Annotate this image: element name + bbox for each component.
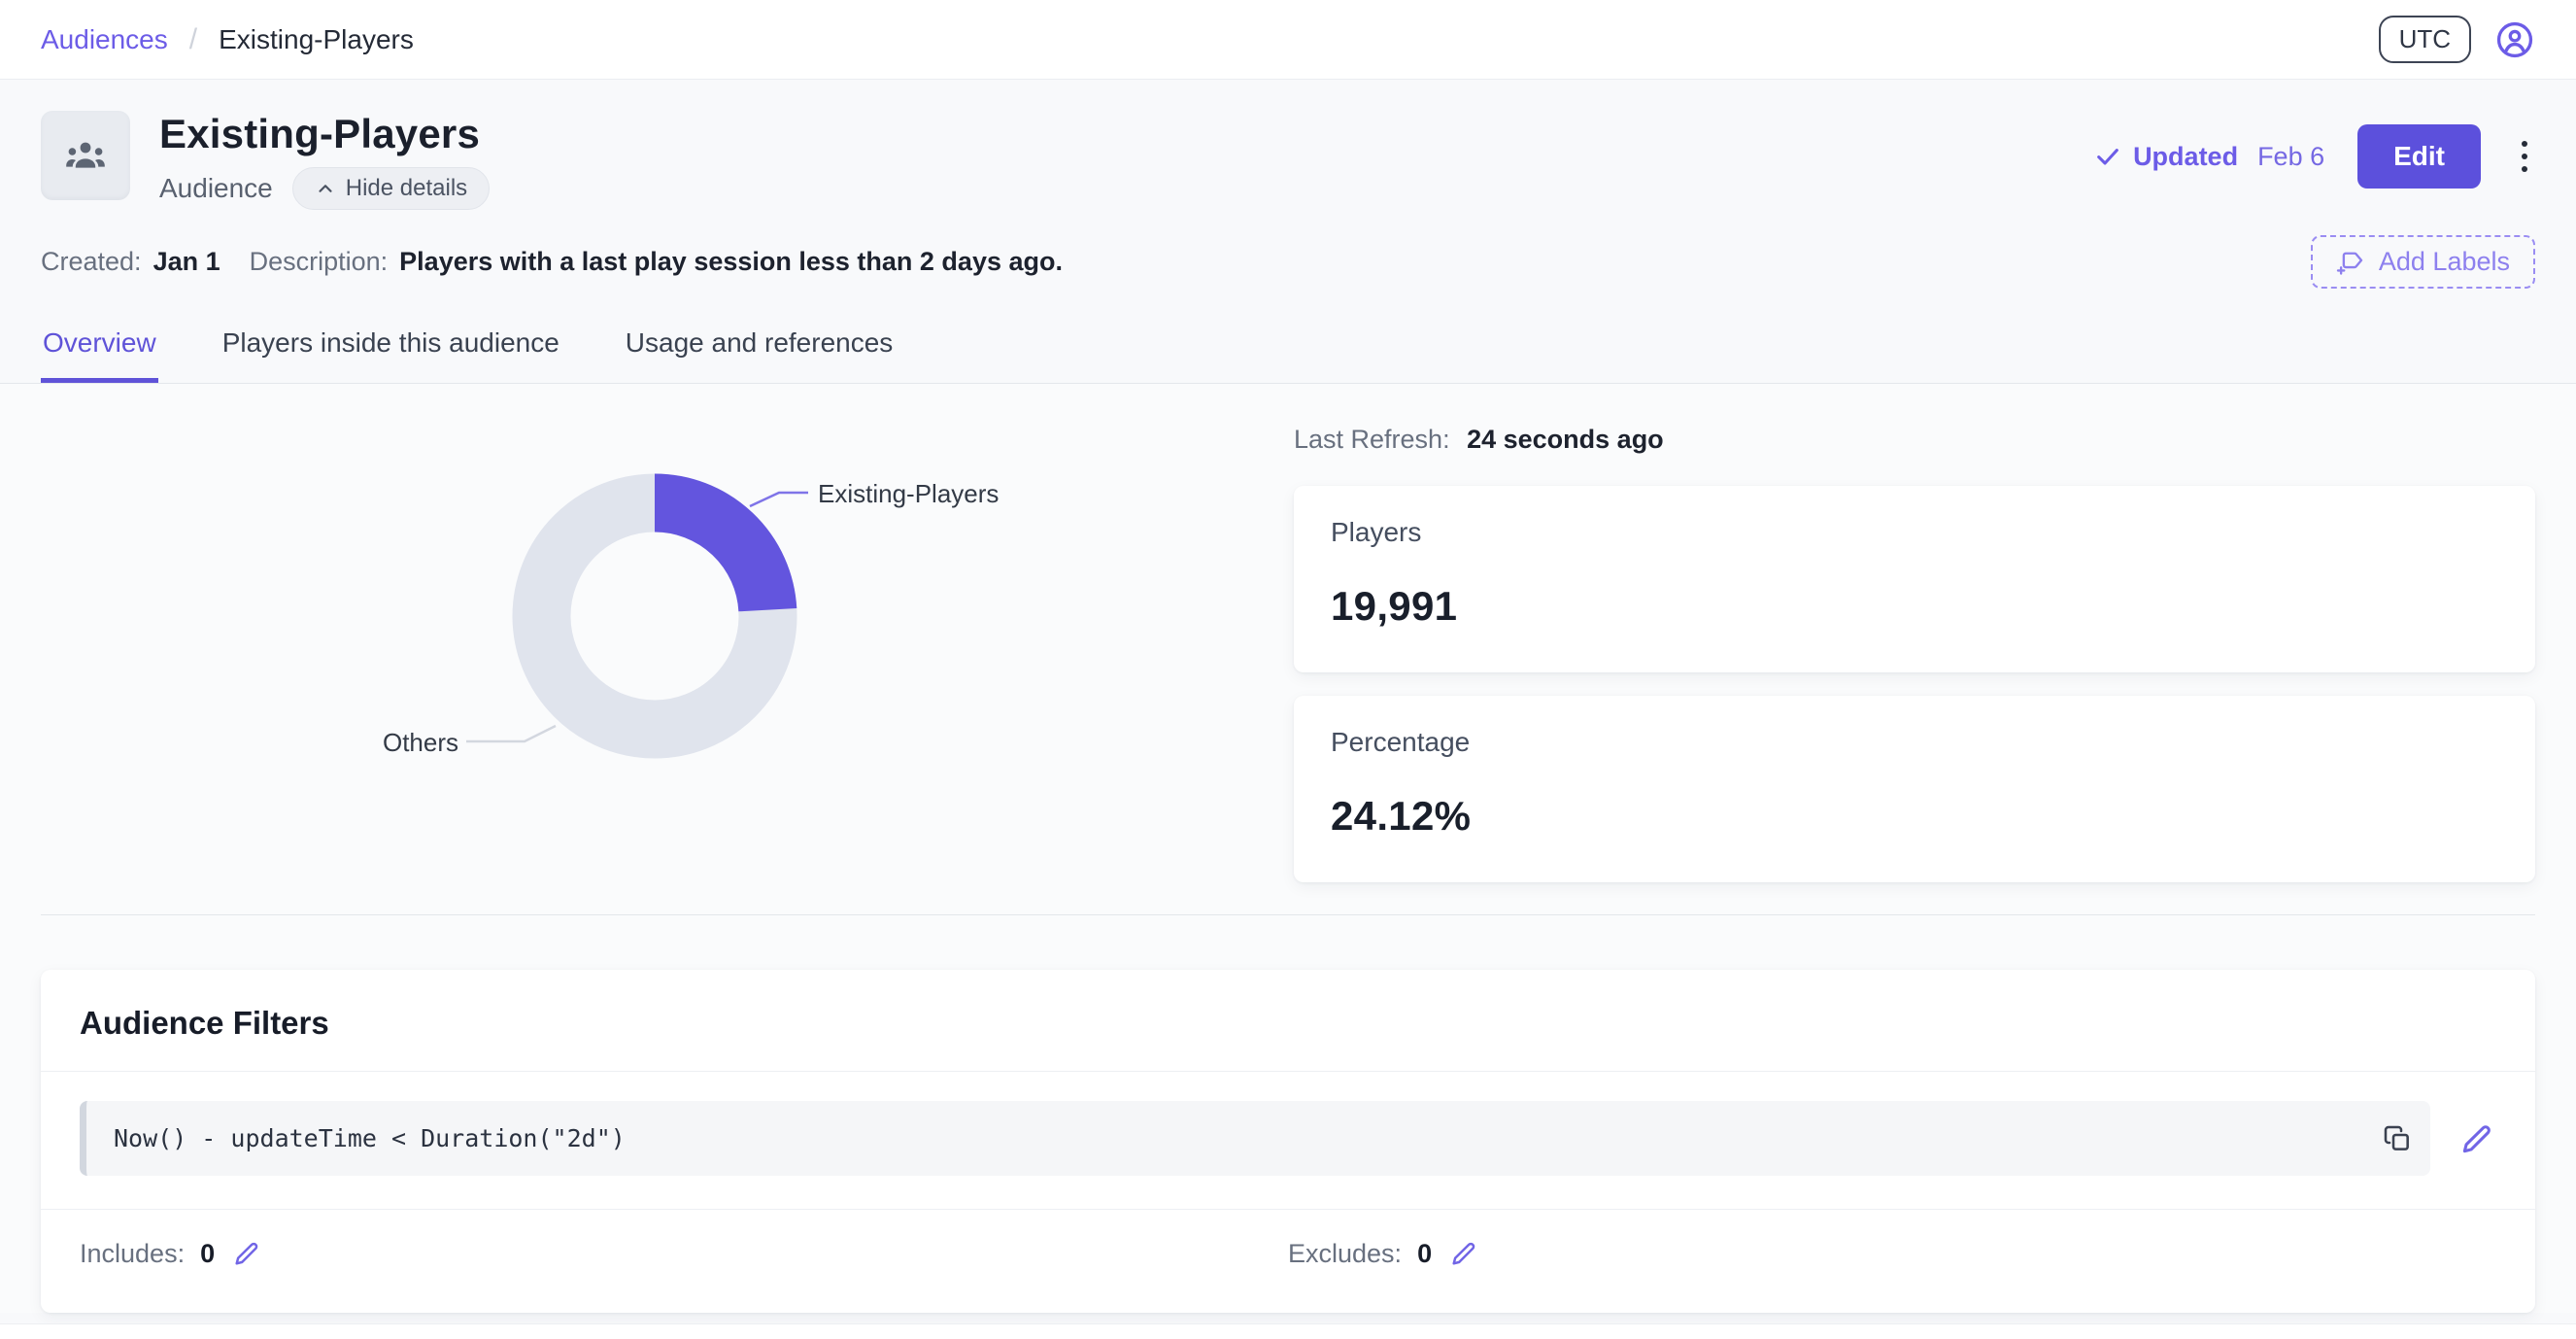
overview-panel: Existing-Players Others Last Refresh: 24… [0, 384, 2576, 1313]
pencil-icon [2461, 1123, 2492, 1154]
updated-status: Updated Feb 6 [2094, 142, 2324, 172]
tag-plus-icon [2336, 248, 2365, 277]
breadcrumb-separator: / [188, 22, 198, 55]
page-header: Existing-Players Audience Hide details [0, 80, 2576, 289]
chart-label-others: Others [382, 728, 458, 757]
percentage-stat-card: Percentage 24.12% [1294, 696, 2535, 882]
copy-expression-button[interactable] [2382, 1123, 2413, 1154]
excludes-label: Excludes: [1288, 1238, 1403, 1268]
people-group-icon [62, 132, 109, 179]
breadcrumb-current: Existing-Players [219, 23, 414, 54]
breadcrumb: Audiences / Existing-Players [41, 23, 414, 56]
updated-date: Feb 6 [2257, 141, 2325, 171]
created-value: Jan 1 [153, 247, 220, 276]
pencil-icon [234, 1241, 259, 1266]
breadcrumb-audiences-link[interactable]: Audiences [41, 23, 168, 54]
user-avatar-icon[interactable] [2494, 19, 2535, 60]
players-stat-value: 19,991 [1331, 583, 1458, 629]
description-label: Description: [249, 247, 389, 276]
percentage-stat-value: 24.12% [1331, 793, 1472, 839]
players-stat-label: Players [1331, 517, 1422, 547]
section-divider [41, 914, 2535, 915]
includes-label: Includes: [80, 1238, 186, 1268]
callout-line-others [466, 724, 557, 743]
tab-overview[interactable]: Overview [41, 327, 158, 383]
edit-button[interactable]: Edit [2357, 124, 2481, 189]
add-labels-label: Add Labels [2378, 247, 2510, 276]
last-refresh-value: 24 seconds ago [1467, 425, 1664, 454]
excludes-value: 0 [1417, 1238, 1433, 1268]
timezone-button[interactable]: UTC [2378, 16, 2471, 63]
chart-label-existing-players: Existing-Players [818, 479, 1000, 508]
filters-divider-top [41, 1071, 2535, 1072]
hide-details-chip[interactable]: Hide details [291, 167, 491, 210]
audience-icon [41, 111, 130, 200]
donut-slice-existing-players [512, 473, 797, 759]
edit-excludes-button[interactable] [1447, 1237, 1480, 1270]
edit-expression-button[interactable] [2457, 1119, 2496, 1158]
add-labels-button[interactable]: Add Labels [2310, 235, 2535, 289]
description-value: Players with a last play session less th… [399, 247, 1063, 276]
donut-chart-svg [466, 473, 808, 759]
tab-usage-references[interactable]: Usage and references [625, 327, 894, 358]
hide-details-label: Hide details [345, 175, 468, 201]
audience-donut-chart: Existing-Players Others [41, 423, 1294, 912]
updated-label: Updated [2133, 141, 2239, 171]
chevron-up-icon [315, 178, 336, 199]
entity-type-label: Audience [159, 173, 273, 203]
filters-divider-bottom [41, 1209, 2535, 1210]
callout-line-existing-players [749, 491, 808, 508]
filter-expression: Now() - updateTime < Duration("2d") [80, 1101, 2430, 1176]
edit-includes-button[interactable] [230, 1237, 263, 1270]
filter-expression-code: Now() - updateTime < Duration("2d") [114, 1124, 626, 1152]
more-menu-button[interactable] [2514, 133, 2535, 180]
last-refresh-label: Last Refresh: [1294, 425, 1450, 454]
page-title: Existing-Players [159, 111, 481, 156]
tab-players-inside[interactable]: Players inside this audience [221, 327, 559, 358]
footer-strip [0, 1323, 2576, 1339]
top-bar: Audiences / Existing-Players UTC [0, 0, 2576, 80]
created-label: Created: [41, 247, 142, 276]
check-icon [2094, 143, 2121, 170]
pencil-icon [1451, 1241, 1476, 1266]
audience-filters-card: Audience Filters Now() - updateTime < Du… [41, 970, 2535, 1313]
last-refresh: Last Refresh: 24 seconds ago [1294, 425, 2535, 455]
audience-filters-title: Audience Filters [80, 1005, 329, 1041]
tab-bar: Overview Players inside this audience Us… [0, 327, 2576, 384]
includes-value: 0 [200, 1238, 216, 1268]
players-stat-card: Players 19,991 [1294, 486, 2535, 672]
copy-icon [2382, 1123, 2413, 1154]
percentage-stat-label: Percentage [1331, 727, 1471, 757]
